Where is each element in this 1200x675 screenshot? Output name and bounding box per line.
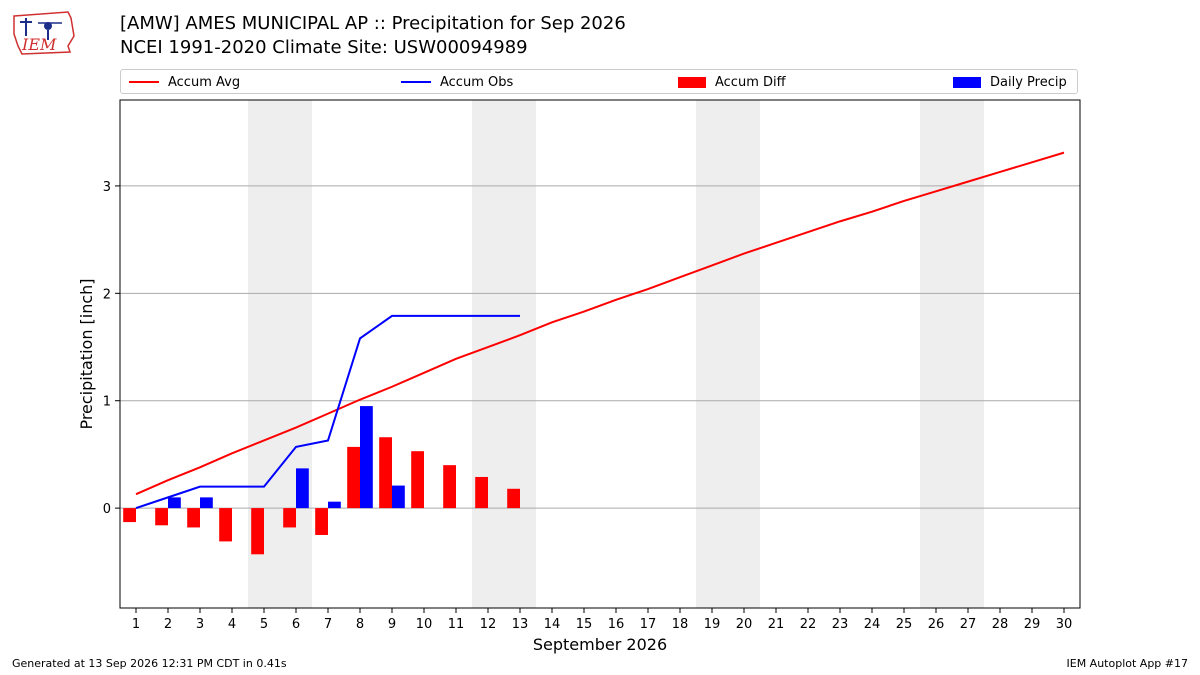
y-tick-label-2: 2 <box>103 287 111 302</box>
x-tick-label-25: 25 <box>896 617 913 632</box>
daily-precip-bar-day-6 <box>296 468 309 509</box>
accum-diff-bar-day-4 <box>219 508 232 542</box>
x-tick-label-12: 12 <box>480 617 497 632</box>
x-tick-label-24: 24 <box>864 617 881 632</box>
weekend-shade-day-26 <box>920 100 952 608</box>
x-tick-label-9: 9 <box>388 617 396 632</box>
x-tick-label-16: 16 <box>608 617 625 632</box>
x-tick-label-8: 8 <box>356 617 364 632</box>
y-tick-label-0: 0 <box>103 502 111 517</box>
weekend-shade-day-12 <box>472 100 504 608</box>
daily-precip-bar-day-8 <box>360 406 373 509</box>
legend-swatch-daily-precip <box>953 76 981 88</box>
legend-swatch-accum-obs <box>401 81 431 83</box>
accum-diff-bar-day-11 <box>443 465 456 509</box>
accum-diff-bar-day-13 <box>507 488 520 509</box>
chart-legend: Accum Avg Accum Obs Accum Diff Daily Pre… <box>120 69 1078 94</box>
accum-diff-bar-day-8 <box>347 446 360 509</box>
accum-diff-bar-day-12 <box>475 476 488 509</box>
legend-swatch-accum-avg <box>129 81 159 83</box>
weekend-shading <box>248 100 984 608</box>
accum-diff-bar-day-10 <box>411 451 424 509</box>
x-tick-label-26: 26 <box>928 617 945 632</box>
x-tick-label-11: 11 <box>448 617 465 632</box>
grid-lines <box>120 185 1080 509</box>
x-tick-label-29: 29 <box>1024 617 1041 632</box>
daily-precip-bar-day-2 <box>168 497 181 509</box>
title-line-1: [AMW] AMES MUNICIPAL AP :: Precipitation… <box>120 13 626 34</box>
y-axis-label: Precipitation [inch] <box>77 278 96 429</box>
x-tick-label-22: 22 <box>800 617 817 632</box>
daily-precip-bar-day-7 <box>328 501 341 509</box>
accum-avg-line <box>135 151 1065 496</box>
weekend-shade-day-19 <box>696 100 728 608</box>
footer-app-id: IEM Autoplot App #17 <box>1066 657 1189 670</box>
x-tick-label-19: 19 <box>704 617 721 632</box>
daily-precip-bar-day-3 <box>200 497 213 509</box>
x-tick-label-14: 14 <box>544 617 561 632</box>
x-tick-label-18: 18 <box>672 617 689 632</box>
x-tick-label-4: 4 <box>228 617 236 632</box>
x-tick-label-3: 3 <box>196 617 204 632</box>
x-tick-label-28: 28 <box>992 617 1009 632</box>
x-tick-label-7: 7 <box>324 617 332 632</box>
lines <box>135 151 1065 510</box>
x-tick-label-13: 13 <box>512 617 529 632</box>
x-tick-label-20: 20 <box>736 617 753 632</box>
weekend-shade-day-27 <box>952 100 984 608</box>
accum-diff-bar-day-3 <box>187 508 200 528</box>
accum-diff-bar-day-5 <box>251 508 264 555</box>
legend-label-accum-diff: Accum Diff <box>715 74 786 90</box>
chart-title: [AMW] AMES MUNICIPAL AP :: Precipitation… <box>120 12 626 60</box>
legend-label-accum-obs: Accum Obs <box>440 74 514 90</box>
legend-item-daily-precip: Daily Precip <box>953 73 1067 91</box>
legend-item-accum-avg: Accum Avg <box>129 73 240 91</box>
x-tick-label-6: 6 <box>292 617 300 632</box>
accum-diff-bar-day-1 <box>123 508 136 523</box>
accum-diff-bar-day-9 <box>379 437 392 509</box>
x-tick-label-30: 30 <box>1056 617 1073 632</box>
weekend-shade-day-20 <box>728 100 760 608</box>
daily-precip-bar-day-9 <box>392 485 405 509</box>
x-tick-label-21: 21 <box>768 617 785 632</box>
y-tick-label-1: 1 <box>103 395 111 410</box>
x-tick-label-23: 23 <box>832 617 849 632</box>
x-tick-label-1: 1 <box>132 617 140 632</box>
bars <box>123 406 520 555</box>
legend-label-accum-avg: Accum Avg <box>168 74 241 90</box>
x-tick-label-27: 27 <box>960 617 977 632</box>
legend-item-accum-obs: Accum Obs <box>401 73 513 91</box>
title-line-2: NCEI 1991-2020 Climate Site: USW00094989 <box>120 37 528 58</box>
svg-text:IEM: IEM <box>21 35 57 54</box>
weekend-shade-day-6 <box>280 100 312 608</box>
accum-diff-bar-day-6 <box>283 508 296 528</box>
legend-label-daily-precip: Daily Precip <box>990 74 1067 90</box>
x-tick-label-5: 5 <box>260 617 268 632</box>
plot-frame <box>119 99 1081 609</box>
x-tick-label-10: 10 <box>416 617 433 632</box>
x-tick-label-2: 2 <box>164 617 172 632</box>
accum-diff-bar-day-7 <box>315 508 328 535</box>
accum-diff-bar-day-2 <box>155 508 168 526</box>
iem-logo: IEM <box>8 6 80 60</box>
legend-item-accum-diff: Accum Diff <box>678 73 786 91</box>
x-tick-label-15: 15 <box>576 617 593 632</box>
legend-swatch-accum-diff <box>678 76 706 88</box>
x-tick-label-17: 17 <box>640 617 657 632</box>
y-tick-label-3: 3 <box>103 180 111 195</box>
x-axis-label: September 2026 <box>533 635 667 654</box>
footer-generated: Generated at 13 Sep 2026 12:31 PM CDT in… <box>12 657 287 670</box>
weekend-shade-day-13 <box>504 100 536 608</box>
accum-obs-line <box>135 314 520 510</box>
